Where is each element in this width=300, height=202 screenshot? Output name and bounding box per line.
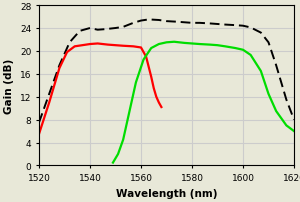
X-axis label: Wavelength (nm): Wavelength (nm) — [116, 188, 217, 198]
Y-axis label: Gain (dB): Gain (dB) — [4, 58, 14, 113]
